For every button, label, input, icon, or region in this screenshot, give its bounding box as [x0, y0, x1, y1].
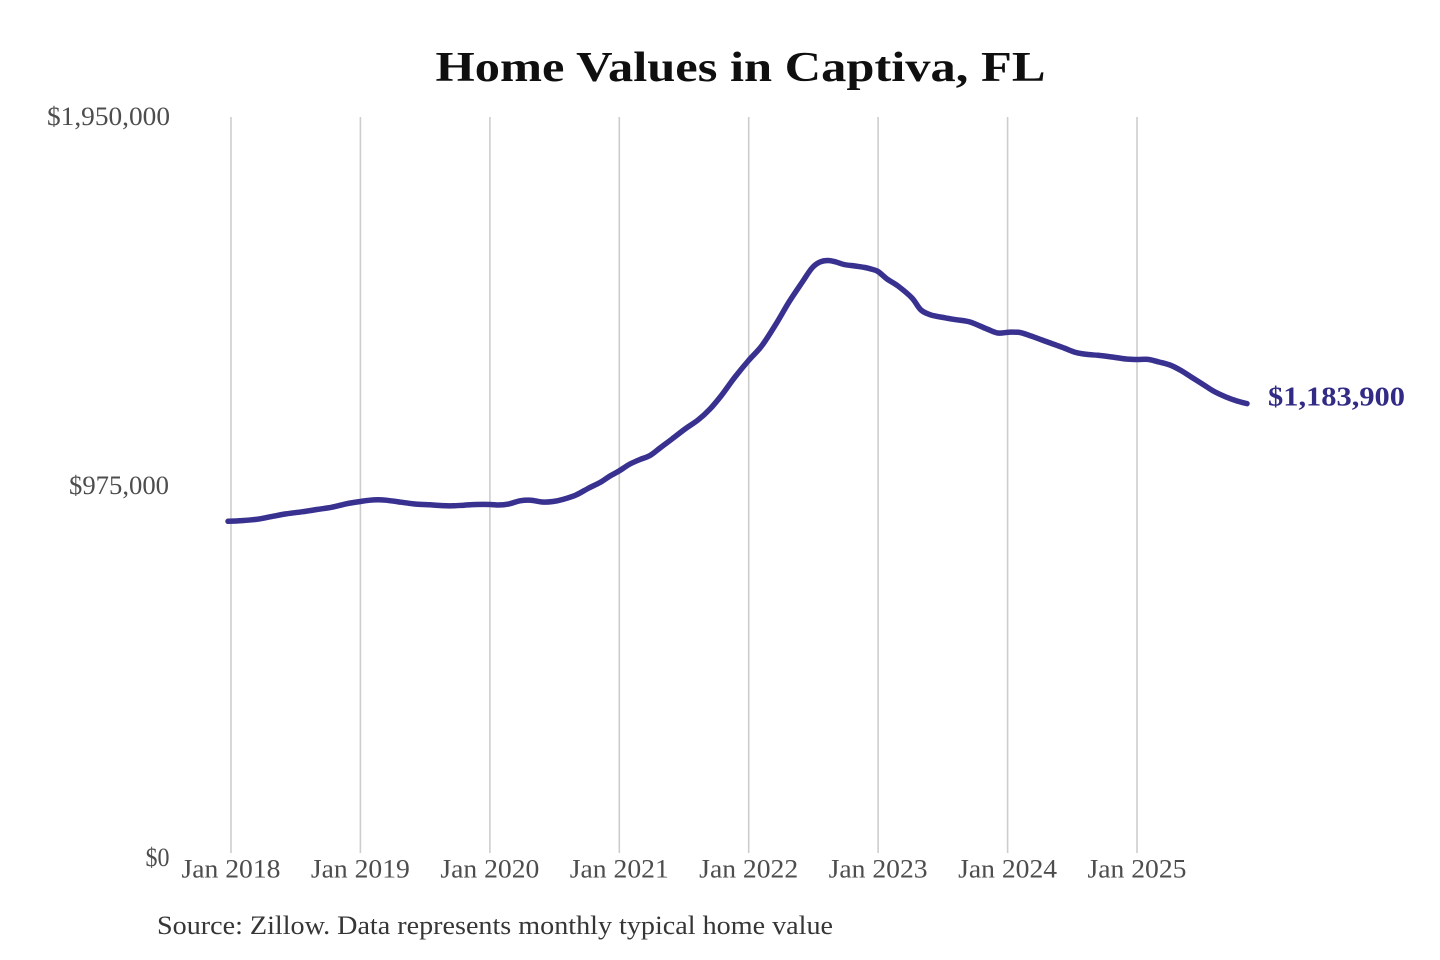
svg-text:Jan 2021: Jan 2021 [570, 855, 669, 884]
svg-text:$1,183,900: $1,183,900 [1268, 382, 1405, 412]
svg-text:Jan 2019: Jan 2019 [311, 855, 410, 884]
svg-text:Jan 2022: Jan 2022 [699, 855, 798, 884]
svg-text:$975,000: $975,000 [69, 471, 169, 500]
svg-text:Jan 2025: Jan 2025 [1088, 855, 1187, 884]
svg-text:Jan 2020: Jan 2020 [440, 855, 539, 884]
svg-text:Jan 2023: Jan 2023 [829, 855, 928, 884]
svg-text:$1,950,000: $1,950,000 [47, 102, 170, 131]
svg-text:Home Values in Captiva, FL: Home Values in Captiva, FL [436, 45, 1046, 91]
svg-text:Jan 2018: Jan 2018 [182, 855, 281, 884]
svg-text:$0: $0 [146, 843, 170, 872]
svg-text:Source: Zillow. Data represent: Source: Zillow. Data represents monthly … [157, 911, 833, 940]
svg-text:Jan 2024: Jan 2024 [958, 855, 1057, 884]
